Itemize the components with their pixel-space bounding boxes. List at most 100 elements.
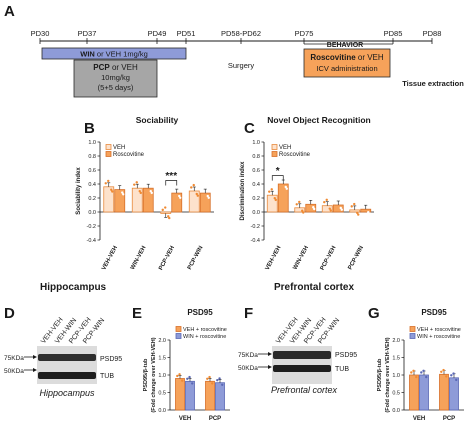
western-blot-hippocampus: VEH-VEH VEH-WIN PCP-VEH PCP-WIN 75KDa 50… — [4, 316, 122, 398]
data-point — [442, 368, 445, 372]
timeline: PD30 PD37 PD49 PD51 PD58-PD62 PD75 PD85 … — [31, 29, 464, 98]
y-axis-label: PSD95/β-tub — [377, 358, 383, 391]
data-point — [334, 200, 337, 203]
kda-75-label: 75KDa — [4, 355, 24, 362]
tub-band-label: TUB — [100, 373, 114, 380]
data-point — [285, 187, 288, 190]
data-point — [207, 196, 210, 200]
pcp-box-line2: 10mg/kg — [101, 73, 130, 82]
roscovitine-treatment-box — [303, 48, 391, 78]
legend-label: Roscovitine — [113, 152, 145, 158]
x-tick-label: WIN-VEH — [130, 245, 148, 271]
behavior-label: BEHAVIOR — [327, 42, 363, 49]
data-point — [425, 375, 428, 379]
data-point — [150, 191, 153, 195]
panel-label-a: A — [4, 3, 15, 20]
y-axis-label: (Fold change over VEH-VEH) — [151, 337, 157, 412]
win-box-label: WIN or VEH 1mg/kg — [80, 50, 148, 59]
data-point — [111, 190, 114, 193]
legend-label: Roscovitine — [279, 152, 311, 158]
panel-label-e: E — [132, 305, 142, 322]
chart-title: Sociability — [136, 115, 179, 125]
chart-title: PSD95 — [421, 308, 447, 317]
panel-label-f: F — [244, 305, 253, 322]
y-axis-label: Discrimination index — [240, 161, 246, 221]
data-point — [295, 203, 298, 206]
y-tick-label: 2.0 — [158, 338, 166, 344]
data-point — [181, 379, 184, 382]
data-point — [313, 207, 316, 211]
data-point — [221, 383, 224, 386]
data-point — [206, 194, 209, 198]
data-point — [172, 188, 175, 191]
data-point — [274, 198, 277, 202]
tissue-extraction-label: Tissue extraction — [402, 79, 464, 88]
tub-band — [38, 372, 96, 379]
hippocampus-heading: Hippocampus — [40, 282, 107, 293]
data-point — [179, 196, 182, 200]
bar — [409, 374, 419, 411]
legend-swatch — [271, 151, 278, 157]
kda-arrow-head — [33, 368, 37, 372]
data-point — [309, 197, 312, 200]
y-tick-label: 0.8 — [252, 154, 260, 160]
data-point — [298, 200, 301, 204]
y-axis-label: Sociability index — [76, 167, 82, 215]
data-point — [164, 206, 167, 209]
y-tick-label: 0.6 — [88, 168, 96, 174]
y-tick-label: 0.5 — [158, 391, 166, 397]
chart-title: PSD95 — [187, 308, 213, 317]
bar — [349, 209, 361, 213]
bar — [160, 211, 172, 214]
data-point — [273, 196, 276, 200]
data-point — [192, 183, 195, 187]
x-tick-label: VEH-VEH — [101, 245, 119, 271]
y-axis-label: PSD95/β-tub — [143, 358, 149, 391]
data-point — [190, 186, 193, 189]
data-point — [110, 188, 113, 191]
data-point — [138, 189, 141, 193]
legend-swatch — [175, 326, 182, 332]
data-point — [452, 372, 455, 375]
y-tick-label: 1.0 — [88, 140, 96, 146]
y-tick-label: 1.5 — [158, 356, 166, 362]
legend-label: VEH + roscovitine — [417, 327, 461, 333]
data-point — [115, 184, 118, 188]
data-point — [415, 375, 418, 379]
panel-label-g: G — [368, 305, 380, 322]
data-point — [168, 216, 171, 220]
y-tick-label: 0.0 — [158, 408, 166, 414]
data-point — [139, 191, 142, 195]
tub-band — [273, 365, 331, 372]
data-point — [107, 179, 110, 183]
roscovitine-box-line1: Roscovitine or VEH — [310, 53, 384, 62]
y-tick-label: 1.0 — [392, 373, 400, 379]
data-point — [188, 375, 191, 379]
data-point — [167, 215, 170, 218]
data-point — [122, 193, 125, 196]
data-point — [146, 181, 149, 184]
legend-swatch — [409, 326, 416, 332]
win-treatment-box — [41, 47, 187, 60]
data-point — [176, 374, 179, 378]
data-point — [161, 208, 164, 212]
legend-swatch — [105, 144, 112, 150]
data-point — [211, 382, 214, 385]
chart-novel-object-recognition: Novel Object Recognition 1.0 0.8 0.6 0.4 0.2 0… — [240, 115, 374, 271]
y-tick-label: 0.4 — [88, 182, 96, 188]
panel-label-d: D — [4, 305, 15, 322]
panel-label-c: C — [244, 120, 255, 137]
data-point — [340, 208, 343, 211]
data-point — [218, 377, 221, 380]
bar — [439, 373, 449, 411]
psd95-band — [38, 354, 96, 361]
data-point — [144, 183, 147, 186]
y-tick-label: 0.6 — [252, 168, 260, 174]
psd95-band-label: PSD95 — [100, 356, 122, 363]
roscovitine-box-line2: ICV administration — [316, 64, 377, 73]
data-point — [208, 375, 211, 379]
pcp-box-line3: (5+5 days) — [98, 83, 134, 92]
data-point — [206, 377, 209, 380]
data-point — [367, 210, 370, 214]
